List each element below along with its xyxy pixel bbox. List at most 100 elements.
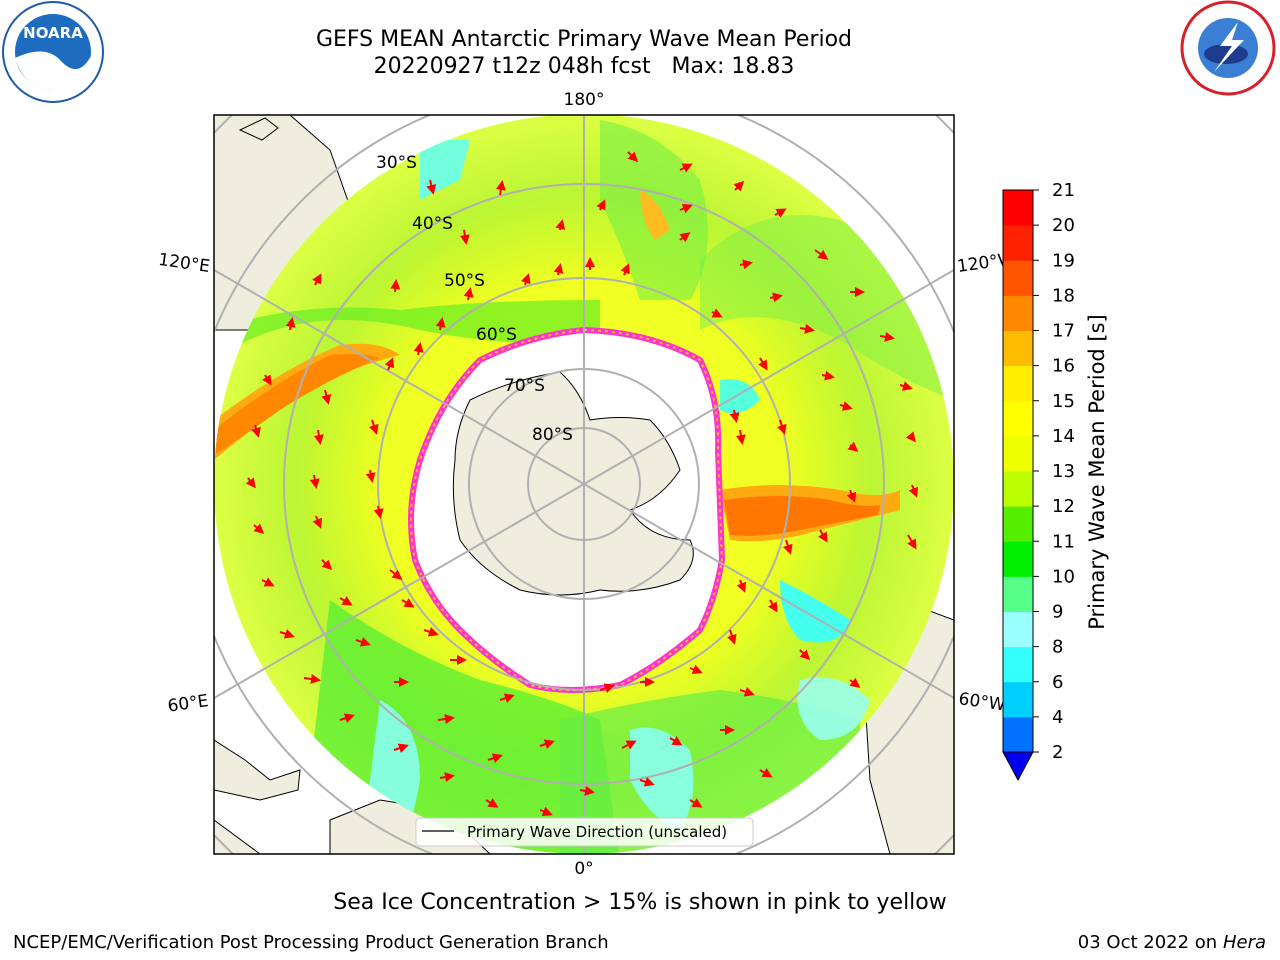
wave-arrow (393, 743, 409, 753)
colorbar-segment (1003, 541, 1033, 577)
wave-arrow (768, 599, 778, 613)
wave-arrow (365, 469, 376, 483)
wave-arrow (847, 441, 859, 452)
map-legend: Primary Wave Direction (unscaled) (415, 817, 754, 847)
colorbar-segment (1003, 435, 1033, 472)
lon-label: 60°E (166, 691, 209, 716)
colorbar-tick-label: 20 (1052, 215, 1075, 236)
colorbar-tick-label: 6 (1052, 672, 1063, 693)
colorbar-segment (1003, 330, 1033, 367)
wave-arrow (814, 249, 829, 260)
wave-arrow (769, 292, 783, 303)
wave-arrow (279, 629, 295, 639)
wave-arrow (426, 179, 437, 195)
wave-arrow (727, 629, 737, 645)
wave-arrow (669, 736, 683, 746)
wave-arrow (423, 627, 439, 637)
wave-arrow (312, 273, 322, 286)
colorbar-segment (1003, 260, 1033, 296)
footer-date-text: 03 Oct 2022 on (1077, 932, 1218, 953)
colorbar-segment (1003, 400, 1033, 437)
colorbar-segment (1003, 681, 1033, 718)
wave-arrow (846, 489, 857, 503)
wave-arrow (389, 569, 403, 580)
footer-machine: Hera (1222, 932, 1266, 953)
wave-arrow (261, 577, 275, 587)
wave-arrow (495, 180, 506, 196)
colorbar-segment (1003, 471, 1033, 507)
wave-arrow (733, 180, 745, 192)
wave-arrow (521, 273, 531, 286)
wave-arrow (439, 772, 455, 783)
colorbar-tick-label: 10 (1052, 566, 1075, 587)
plot-subtitle: 20220927 t12z 048h fcst Max: 18.83 (373, 54, 795, 79)
wave-arrow (539, 739, 555, 749)
wave-arrow (758, 357, 768, 371)
colorbar-tick-label: 4 (1052, 707, 1063, 728)
colorbar-tick-label: 13 (1052, 461, 1075, 482)
colorbar-label: Primary Wave Mean Period [s] (1085, 314, 1109, 630)
wave-arrow (818, 529, 828, 543)
wave-arrow (774, 208, 787, 218)
colorbar-segment (1003, 365, 1033, 402)
lon-label: 0° (574, 859, 593, 879)
wave-arrow (303, 674, 321, 684)
wave-arrow (253, 523, 265, 534)
wave-arrow (413, 342, 424, 356)
legend-label: Primary Wave Direction (unscaled) (467, 823, 727, 841)
lat-label: 40°S (412, 214, 453, 234)
wave-arrow (355, 637, 371, 647)
wave-arrow (739, 259, 753, 270)
wave-arrow (899, 381, 913, 391)
wave-arrow (729, 409, 740, 423)
wave-arrow (627, 151, 639, 163)
wave-arrow (908, 484, 919, 498)
wave-arrow (679, 203, 693, 214)
wave-direction-arrows (245, 151, 919, 817)
wave-arrow (285, 317, 296, 331)
colorbar-segment (1003, 576, 1033, 612)
wave-arrow (321, 559, 333, 571)
plot-title: GEFS MEAN Antarctic Primary Wave Mean Pe… (315, 27, 853, 52)
colorbar-segment (1003, 225, 1033, 261)
lon-label: 60°W (957, 689, 1006, 715)
wave-arrow (309, 474, 320, 489)
lon-label: 180° (564, 90, 605, 110)
wave-arrow (679, 163, 693, 173)
wave-arrow (390, 279, 401, 293)
footer-branch: NCEP/EMC/Verification Post Processing Pr… (13, 932, 609, 953)
wave-arrow (849, 677, 861, 688)
wave-arrow (783, 539, 793, 555)
colorbar-tick-label: 12 (1052, 496, 1075, 517)
wave-arrow (553, 263, 564, 276)
wave-arrow (463, 287, 474, 301)
sea-ice-caption: Sea Ice Concentration > 15% is shown in … (333, 890, 947, 915)
wave-arrow (821, 370, 835, 381)
lat-label: 70°S (504, 376, 545, 396)
wave-arrow (739, 687, 755, 697)
wave-arrow (384, 357, 395, 371)
wave-arrow (437, 714, 455, 724)
colorbar-segment (1003, 295, 1033, 331)
colorbar-tick-label: 17 (1052, 321, 1075, 342)
colorbar-tick-label: 11 (1052, 531, 1075, 552)
wave-arrow (907, 534, 917, 550)
wave-arrow (839, 401, 853, 411)
wave-arrow (459, 229, 470, 245)
wave-arrow (487, 753, 503, 763)
wave-arrow (596, 199, 606, 211)
wave-arrow (879, 331, 895, 342)
lon-label: 120°E (157, 250, 211, 277)
wave-arrow (777, 419, 787, 435)
colorbar: 2 4 6 8 9 10 11 12 13 14 15 16 17 18 19 20 21 (1002, 180, 1075, 782)
wave-arrow (499, 693, 515, 703)
wave-arrow (759, 768, 773, 778)
wave-arrow (689, 664, 703, 675)
lat-label: 60°S (476, 325, 517, 345)
wave-arrow (905, 431, 916, 443)
colorbar-tick-label: 19 (1052, 250, 1075, 271)
colorbar-tick-label: 14 (1052, 426, 1075, 447)
wave-arrow (599, 683, 615, 693)
wave-arrow (689, 798, 703, 808)
